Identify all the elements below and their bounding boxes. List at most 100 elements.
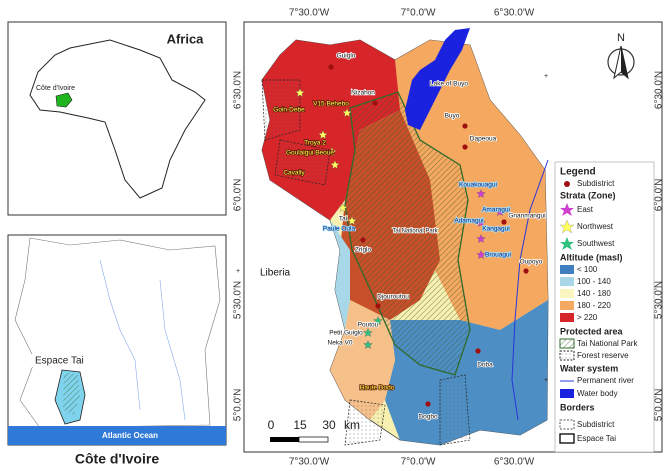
inset-title: Africa [167,31,205,46]
ocean-label: Atlantic Ocean [102,431,158,440]
altitude-140-180 [330,300,395,420]
legend-swatch [560,289,574,298]
legend-heading: Water system [560,363,618,373]
subdistrict-marker [523,268,529,274]
place-label: Brouagui [485,252,511,259]
place-label: Dapeoua [470,136,497,143]
lon-label: 6°30.0'W [494,8,535,19]
legend-swatch [559,433,575,444]
label-bg [32,354,88,367]
place-label: Tai National Park [392,229,438,235]
legend-swatch [560,313,574,322]
africa-inset: Africa Côte d'Ivoire [7,21,227,216]
legend-heading: Protected area [560,326,624,336]
legend-swatch [560,301,574,310]
altitude-100-140 [330,220,350,330]
place-label: Goulaigui Beoue [286,150,334,157]
north-label: N [617,32,625,44]
scale-unit: km [344,418,360,432]
place-label: Adamagui [454,218,483,225]
stratum-marker [495,207,505,216]
place-label: Nizahon [351,90,375,97]
stratum-marker [295,88,305,97]
legend-label: East [577,205,594,214]
legend-swatch [560,389,574,398]
place-label: Oupoyo [520,259,543,266]
legend-label: 100 - 140 [577,277,611,286]
lat-label: 6°0.0'N [233,179,244,212]
stratum-marker [476,250,486,259]
legend-symbol [559,219,575,234]
inset-caption: Côte d'Ivoire [75,451,159,467]
country-label: Côte d'Ivoire [36,85,75,92]
place-label: Guiglo [337,53,356,60]
place-label: Amaragui [482,207,510,214]
stratum-marker [373,316,383,325]
legend-heading: Altitude (masl) [560,252,623,262]
subdistrict-marker [328,64,334,70]
legend-swatch [560,265,574,274]
stratum-marker [327,147,337,156]
place-label: Tai [339,216,347,223]
subdistrict-marker [375,303,381,309]
legend-label: Espace Tai [577,434,616,443]
place-label: Gnanmangui [508,213,545,220]
lon-label: 6°30.0'W [494,457,535,468]
stratum-marker [330,160,340,169]
legend-label: 140 - 180 [577,289,611,298]
subdistrict-marker [475,348,481,354]
stratum-marker [363,340,373,349]
africa-outline [29,39,206,199]
legend-swatch [559,419,575,430]
place-label: Liberia [260,268,290,279]
river [99,259,141,411]
lake [405,28,470,130]
legend-label: Northwest [577,222,614,231]
stratum-marker [342,108,352,117]
legend-label: Forest reserve [577,351,629,360]
legend: Legend Subdistrict Strata (Zone) East No… [554,161,655,453]
stratum-marker [338,203,348,212]
north-arrow: N [607,32,635,80]
lon-label: 7°30.0'W [289,8,330,19]
river [511,159,549,421]
legend-symbol [560,237,574,250]
legend-label: Subdistrict [577,179,615,188]
lat-label: 5°0.0'N [233,389,244,422]
lat-label: 6°30.0'N [233,71,244,109]
place-label: Cavally [283,170,305,177]
scale-label: 30 [322,418,336,432]
legend-label: Tai National Park [577,339,638,348]
place-label: Buyo [445,113,460,120]
stratum-marker [363,328,373,337]
country-inset: Espace Tai Atlantic Ocean Côte d'Ivoire [7,234,227,467]
grid-cross: + [544,73,548,80]
place-label: V15 Behebo [313,101,349,108]
place-label: Doba [477,362,493,369]
place-label: Djouroutou [377,294,409,301]
grid-crosses: + + + [236,73,548,384]
lat-label: 6°0.0'N [654,179,665,212]
scale-bar [270,436,329,443]
legend-label: 180 - 220 [577,301,611,310]
grid-cross: + [544,377,548,384]
places: Guiglo Nizahon Lake of Buyo Buyo Dapeoua Goin… [259,52,546,422]
subdistrict-marker [372,100,378,106]
region-label: Espace Tai [35,356,84,367]
legend-symbol [560,203,574,216]
legend-label: > 220 [577,313,598,322]
legend-heading: Strata (Zone) [560,190,616,200]
subdistrict-marker [360,237,366,243]
stratum-marker [476,218,486,227]
ocean [8,426,226,445]
river [159,279,186,421]
place-label: Petit Guiglo [329,330,363,337]
legend-symbol [564,181,570,187]
park [63,372,80,415]
place-label: Troya 2 [304,140,326,147]
legend-label: Water body [577,389,618,398]
place-label: Goin-Debe [273,107,305,114]
national-park [344,91,471,376]
legend-swatch [559,350,575,361]
